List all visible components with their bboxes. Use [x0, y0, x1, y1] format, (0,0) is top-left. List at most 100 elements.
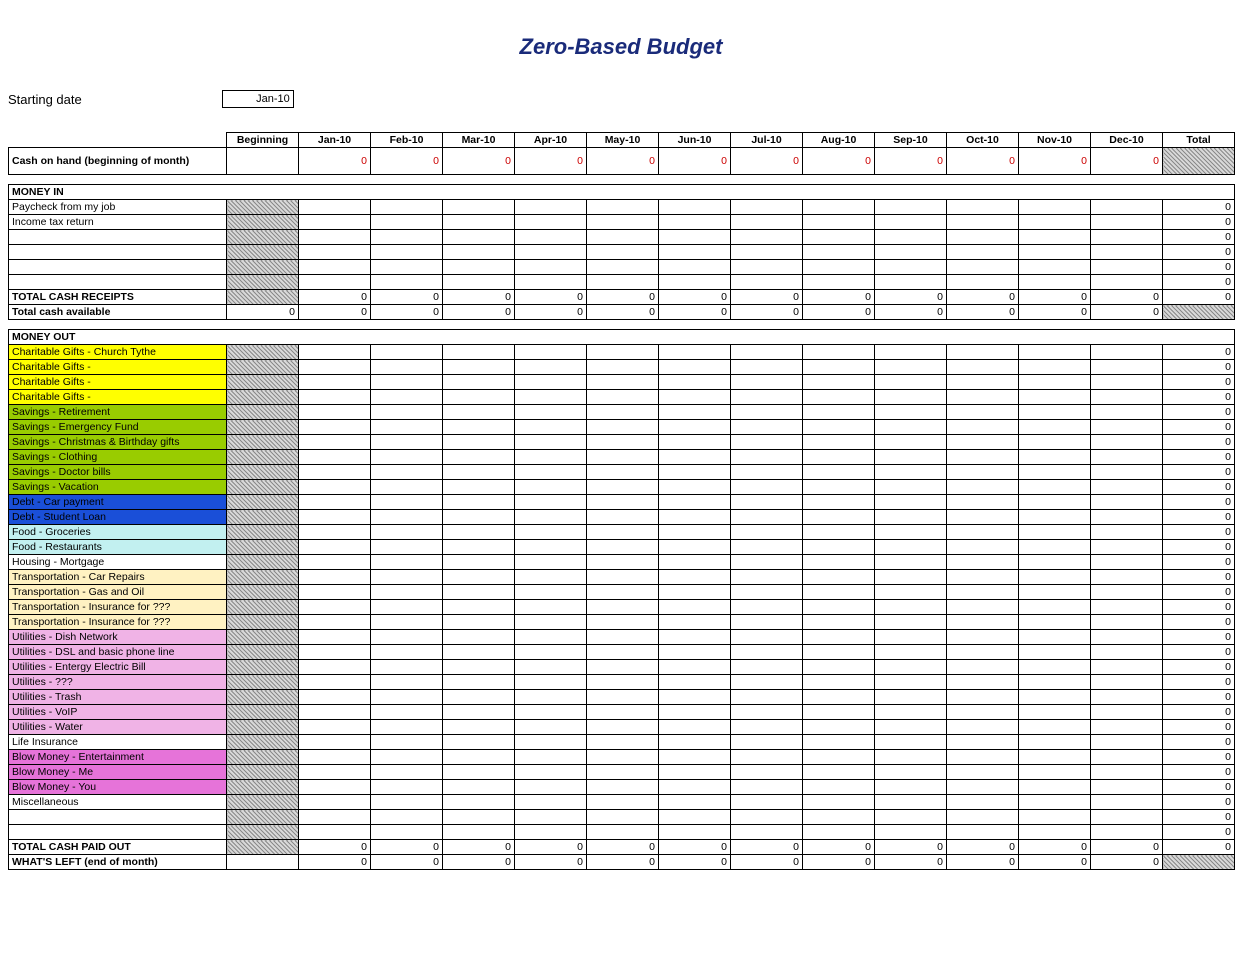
cell[interactable] — [659, 215, 731, 230]
cell[interactable] — [587, 810, 659, 825]
cell[interactable] — [947, 495, 1019, 510]
cell[interactable] — [947, 450, 1019, 465]
cell[interactable] — [587, 750, 659, 765]
cell[interactable] — [227, 675, 299, 690]
cell[interactable] — [227, 795, 299, 810]
cell[interactable] — [875, 495, 947, 510]
cell[interactable] — [227, 765, 299, 780]
cell[interactable]: 0 — [1163, 780, 1235, 795]
cell[interactable] — [1091, 810, 1163, 825]
cell[interactable] — [1019, 630, 1091, 645]
cell[interactable] — [947, 555, 1019, 570]
cell[interactable] — [1091, 245, 1163, 260]
cell[interactable] — [1019, 510, 1091, 525]
cell[interactable] — [515, 705, 587, 720]
cell[interactable] — [659, 675, 731, 690]
cell[interactable] — [1091, 200, 1163, 215]
cell[interactable] — [947, 570, 1019, 585]
cell[interactable] — [1019, 230, 1091, 245]
cell[interactable] — [371, 690, 443, 705]
cell[interactable] — [1019, 390, 1091, 405]
cell[interactable]: 0 — [659, 840, 731, 855]
cell[interactable] — [587, 495, 659, 510]
cell[interactable]: 0 — [1163, 765, 1235, 780]
cell[interactable] — [731, 390, 803, 405]
cell[interactable] — [371, 750, 443, 765]
cell[interactable]: 0 — [1091, 305, 1163, 320]
cell[interactable]: Charitable Gifts - — [9, 360, 227, 375]
cell[interactable] — [587, 615, 659, 630]
cell[interactable] — [731, 465, 803, 480]
cell[interactable]: 0 — [1163, 345, 1235, 360]
cell[interactable] — [803, 615, 875, 630]
cell[interactable] — [299, 585, 371, 600]
cell[interactable] — [659, 690, 731, 705]
cell[interactable] — [1019, 450, 1091, 465]
cell[interactable] — [1019, 405, 1091, 420]
cell[interactable]: Utilities - VoIP — [9, 705, 227, 720]
cell[interactable]: 0 — [1163, 690, 1235, 705]
cell[interactable] — [299, 435, 371, 450]
cell[interactable]: 0 — [659, 290, 731, 305]
cell[interactable] — [731, 345, 803, 360]
cell[interactable]: 0 — [443, 855, 515, 870]
cell[interactable]: 0 — [1163, 675, 1235, 690]
cell[interactable] — [1019, 525, 1091, 540]
cell[interactable] — [875, 570, 947, 585]
cell[interactable] — [227, 705, 299, 720]
cell[interactable] — [587, 675, 659, 690]
cell[interactable] — [947, 690, 1019, 705]
cell[interactable] — [515, 375, 587, 390]
cell[interactable] — [731, 600, 803, 615]
cell[interactable] — [227, 555, 299, 570]
cell[interactable] — [227, 825, 299, 840]
cell[interactable] — [227, 855, 299, 870]
cell[interactable] — [947, 275, 1019, 290]
cell[interactable] — [659, 260, 731, 275]
cell[interactable] — [803, 630, 875, 645]
cell[interactable]: MONEY OUT — [9, 330, 1235, 345]
cell[interactable] — [515, 600, 587, 615]
cell[interactable] — [1091, 690, 1163, 705]
cell[interactable] — [299, 420, 371, 435]
starting-date-input[interactable] — [222, 90, 294, 108]
cell[interactable] — [875, 795, 947, 810]
cell[interactable]: Savings - Retirement — [9, 405, 227, 420]
cell[interactable] — [731, 495, 803, 510]
cell[interactable] — [227, 615, 299, 630]
cell[interactable] — [731, 245, 803, 260]
cell[interactable] — [659, 200, 731, 215]
cell[interactable] — [947, 615, 1019, 630]
cell[interactable] — [947, 660, 1019, 675]
cell[interactable] — [587, 275, 659, 290]
cell[interactable] — [227, 148, 299, 175]
cell[interactable]: 0 — [1163, 450, 1235, 465]
cell[interactable] — [1019, 345, 1091, 360]
cell[interactable] — [731, 720, 803, 735]
cell[interactable] — [1019, 495, 1091, 510]
cell[interactable] — [515, 585, 587, 600]
cell[interactable]: 0 — [1163, 615, 1235, 630]
cell[interactable] — [515, 420, 587, 435]
cell[interactable] — [731, 525, 803, 540]
cell[interactable] — [443, 435, 515, 450]
cell[interactable] — [443, 615, 515, 630]
cell[interactable] — [443, 510, 515, 525]
cell[interactable] — [803, 570, 875, 585]
cell[interactable] — [1091, 360, 1163, 375]
cell[interactable]: 0 — [515, 840, 587, 855]
cell[interactable] — [731, 450, 803, 465]
cell[interactable]: Miscellaneous — [9, 795, 227, 810]
cell[interactable] — [803, 230, 875, 245]
cell[interactable] — [371, 720, 443, 735]
cell[interactable] — [587, 540, 659, 555]
cell[interactable] — [227, 275, 299, 290]
cell[interactable]: 0 — [803, 148, 875, 175]
cell[interactable] — [371, 230, 443, 245]
cell[interactable]: 0 — [947, 305, 1019, 320]
cell[interactable] — [371, 570, 443, 585]
cell[interactable]: 0 — [1163, 660, 1235, 675]
cell[interactable] — [1019, 810, 1091, 825]
cell[interactable] — [803, 375, 875, 390]
cell[interactable]: 0 — [659, 148, 731, 175]
